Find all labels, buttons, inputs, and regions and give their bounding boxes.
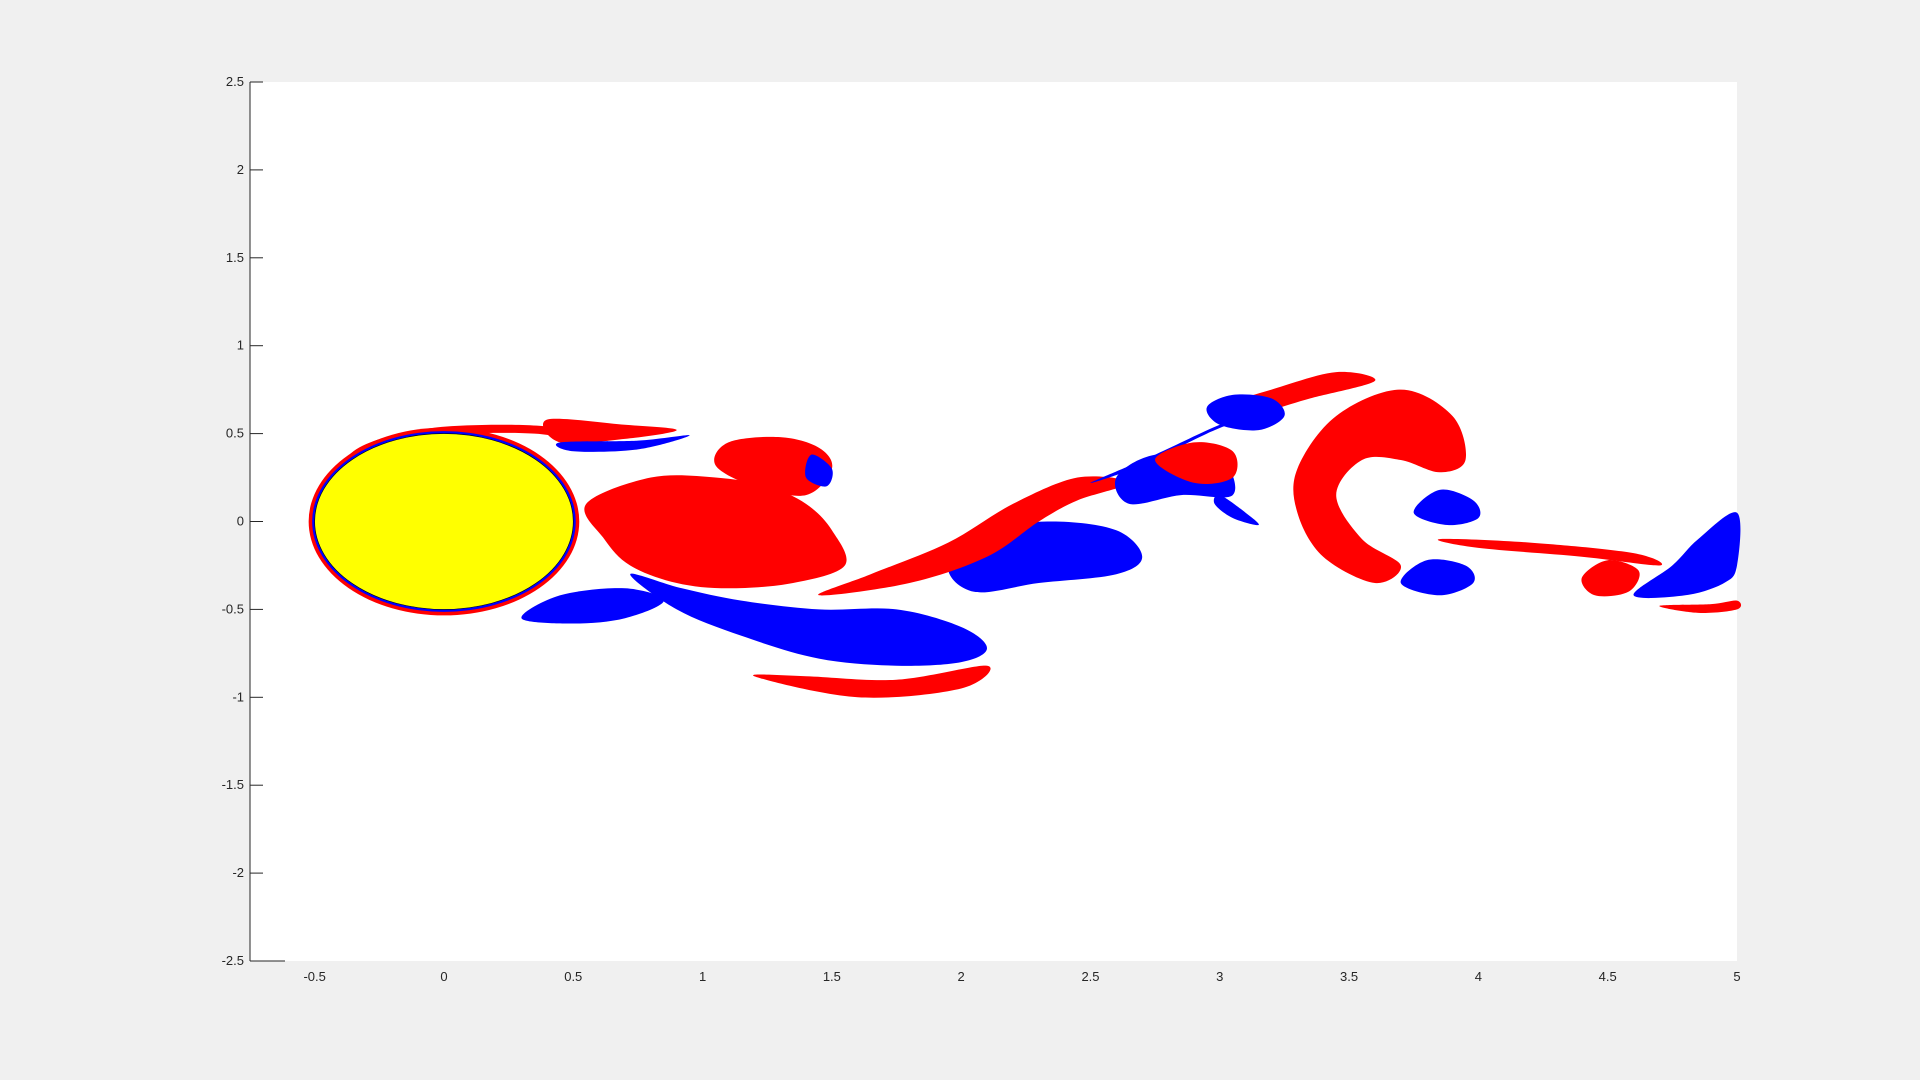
x-tick-label: 4.5 [1599,969,1617,984]
x-tick-label: 0.5 [564,969,582,984]
negative-vorticity-region-8 [521,588,664,624]
negative-vorticity-region-19 [1400,559,1475,596]
y-tick-label: -1 [232,689,244,704]
x-tick-label: 2.5 [1081,969,1099,984]
positive-vorticity-region-4 [714,436,833,496]
cylinder-ellipse [314,433,574,610]
y-tick-label: -1.5 [222,777,244,792]
positive-vorticity-region-20 [1437,538,1663,566]
y-tick-label: 1.5 [226,250,244,265]
positive-vorticity-region-10 [818,476,1130,596]
y-tick-label: -2.5 [222,953,244,968]
negative-vorticity-region-2 [555,435,690,452]
x-tick-label: -0.5 [303,969,325,984]
y-tick-label: 2 [237,162,244,177]
negative-vorticity-region-13 [1206,394,1285,431]
x-axis-ticks: -0.5 0 0.5 1 1.5 2 2.5 3 3.5 4 4.5 5 [303,969,1740,984]
positive-vorticity-region-17 [1293,389,1467,584]
x-tick-label: 1 [699,969,706,984]
negative-vorticity-region-6 [630,573,987,666]
positive-vorticity-region-3 [584,475,847,589]
negative-vorticity-region-5 [805,454,833,487]
y-tick-label: -2 [232,865,244,880]
negative-vorticity-region-22 [1633,512,1741,599]
positive-vorticity-region-1 [542,418,677,444]
negative-vorticity-region-18 [1413,489,1481,526]
y-tick-label: 1 [237,338,244,353]
y-tick-label: 0 [237,514,244,529]
x-tick-label: 2 [958,969,965,984]
x-tick-label: 1.5 [823,969,841,984]
y-tick-label: 2.5 [226,74,244,89]
x-tick-label: 4 [1475,969,1482,984]
positive-vorticity-region-15 [1155,442,1238,484]
y-axis-ticks: 2.5 2 1.5 1 0.5 0 -0.5 -1 -1.5 -2 -2.5 [222,74,263,968]
x-tick-label: 3.5 [1340,969,1358,984]
y-tick-label: 0.5 [226,426,244,441]
positive-vorticity-region-23 [1659,600,1742,614]
cylinder-body [308,427,580,616]
positive-vorticity-region-7 [753,665,991,698]
vorticity-regions [319,371,1742,698]
x-tick-label: 5 [1733,969,1740,984]
y-tick-label: -0.5 [222,601,244,616]
negative-vorticity-region-16 [1213,494,1259,526]
x-tick-label: 0 [440,969,447,984]
positive-vorticity-region-21 [1581,560,1640,597]
x-tick-label: 3 [1216,969,1223,984]
